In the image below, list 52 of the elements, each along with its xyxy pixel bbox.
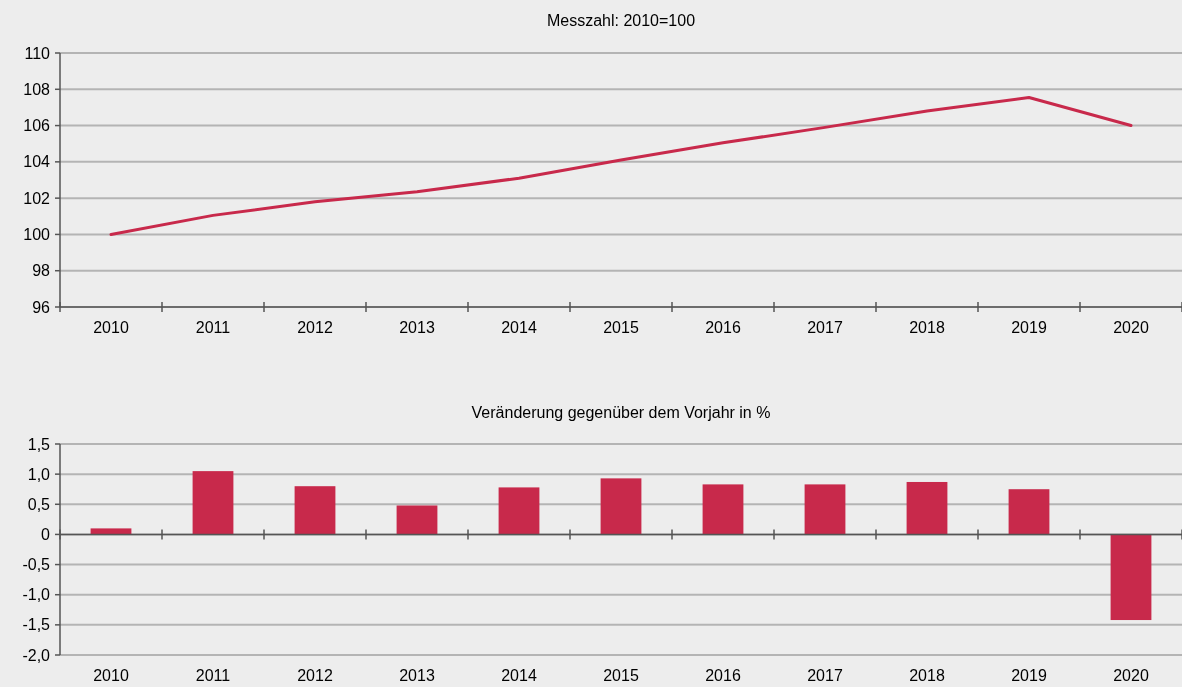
bar: [192, 471, 234, 535]
bar: [702, 484, 744, 535]
y-tick-label: 102: [23, 189, 51, 207]
y-tick-label: 100: [23, 226, 51, 244]
x-tick-label: 2013: [399, 319, 435, 336]
x-tick-label: 2012: [297, 319, 333, 336]
x-tick-label: 2010: [93, 319, 129, 336]
y-tick-label: 0: [41, 526, 51, 544]
y-tick-label: 98: [32, 262, 51, 280]
bar: [1110, 534, 1152, 621]
y-tick-label: 108: [23, 80, 51, 98]
x-tick-label: 2013: [399, 667, 435, 684]
x-tick-label: 2016: [705, 667, 741, 684]
x-tick-label: 2011: [195, 319, 231, 336]
x-tick-label: 2010: [93, 667, 129, 684]
bar: [294, 486, 336, 535]
y-tick-label: 106: [23, 117, 51, 135]
bar: [396, 505, 438, 535]
x-tick-label: 2019: [1011, 319, 1047, 336]
bar: [906, 481, 948, 535]
bar: [1008, 489, 1050, 535]
chart-title: Veränderung gegenüber dem Vorjahr in %: [471, 404, 771, 421]
x-tick-label: 2018: [909, 319, 945, 336]
x-tick-label: 2016: [705, 319, 741, 336]
y-tick-label: -2,0: [22, 646, 51, 664]
x-tick-label: 2017: [807, 319, 843, 336]
chart-title: Messzahl: 2010=100: [546, 12, 696, 29]
x-tick-label: 2015: [603, 319, 639, 336]
x-tick-label: 2020: [1113, 319, 1149, 336]
x-tick-label: 2020: [1113, 667, 1149, 684]
y-tick-label: 96: [32, 298, 51, 316]
bar: [600, 478, 642, 535]
y-tick-label: 104: [23, 153, 51, 171]
x-tick-label: 2019: [1011, 667, 1047, 684]
y-tick-label: 1,5: [27, 435, 51, 453]
x-tick-label: 2011: [195, 667, 231, 684]
x-tick-label: 2018: [909, 667, 945, 684]
x-tick-label: 2014: [501, 667, 537, 684]
y-tick-label: -1,0: [22, 586, 51, 604]
bar: [498, 487, 540, 535]
x-tick-label: 2015: [603, 667, 639, 684]
y-tick-label: 0,5: [27, 495, 51, 513]
y-tick-label: 110: [24, 44, 51, 62]
line-series: [109, 95, 1133, 236]
y-tick-label: -0,5: [22, 556, 51, 574]
bar: [90, 528, 132, 535]
x-tick-label: 2012: [297, 667, 333, 684]
y-tick-label: -1,5: [22, 616, 51, 634]
x-tick-label: 2017: [807, 667, 843, 684]
y-tick-label: 1,0: [27, 465, 51, 483]
x-tick-label: 2014: [501, 319, 537, 336]
bar: [804, 484, 846, 535]
